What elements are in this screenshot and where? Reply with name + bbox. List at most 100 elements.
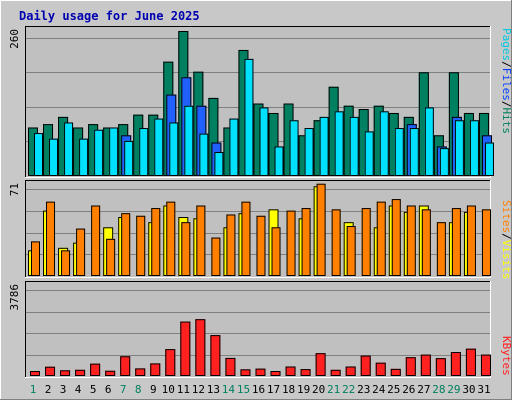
day-label: 13 xyxy=(207,383,220,396)
bar-sites-30 xyxy=(466,205,476,277)
bar-sites-14 xyxy=(226,214,236,276)
bar-kbytes-2 xyxy=(45,366,56,377)
bar-pages-1 xyxy=(34,133,43,176)
bar-pages-29 xyxy=(454,120,464,176)
bar-sites-25 xyxy=(391,199,401,276)
bar-sites-21 xyxy=(331,209,341,276)
bar-kbytes-31 xyxy=(480,354,491,376)
legend-entry: Sites xyxy=(500,200,512,233)
legend-entry: / xyxy=(500,233,512,240)
day-label: 17 xyxy=(267,383,280,396)
bar-sites-19 xyxy=(301,208,311,276)
bar-pages-18 xyxy=(289,120,299,176)
day-label: 8 xyxy=(135,383,142,396)
day-label: 4 xyxy=(75,383,82,396)
y-max-label: 71 xyxy=(8,183,21,196)
panel-kbytes: 3786 KBytes xyxy=(8,281,512,378)
bar-sites-29 xyxy=(451,208,461,276)
day-label: 12 xyxy=(192,383,205,396)
bar-pages-19 xyxy=(304,128,314,177)
day-label: 11 xyxy=(177,383,190,396)
bar-pages-2 xyxy=(49,138,59,176)
bar-kbytes-17 xyxy=(270,371,281,377)
day-label: 20 xyxy=(312,383,325,396)
panel-hits-files-pages: 260 Pages/Files/Hits xyxy=(8,26,512,178)
bar-sites-13 xyxy=(211,237,221,277)
bar-kbytes-20 xyxy=(315,353,326,376)
bar-kbytes-23 xyxy=(360,355,371,377)
bar-pages-22 xyxy=(349,116,359,176)
bar-sites-28 xyxy=(436,222,446,277)
day-label: 21 xyxy=(327,383,340,396)
legend-entry: Pages xyxy=(500,28,512,61)
bar-pages-20 xyxy=(319,116,329,176)
bar-sites-26 xyxy=(406,205,416,277)
day-label: 9 xyxy=(150,383,157,396)
legend-entry: KBytes xyxy=(500,336,512,376)
bar-pages-13 xyxy=(214,152,224,176)
bar-kbytes-18 xyxy=(285,366,296,376)
bar-pages-25 xyxy=(394,128,404,177)
bar-pages-14 xyxy=(229,118,239,176)
bar-sites-18 xyxy=(286,210,296,276)
bar-pages-10 xyxy=(169,122,179,176)
y-max-label: 260 xyxy=(8,29,21,49)
bar-pages-3 xyxy=(64,122,74,176)
day-label: 14 xyxy=(222,383,236,396)
day-label: 16 xyxy=(252,383,265,396)
bars xyxy=(30,319,491,377)
legend-entry: Hits xyxy=(500,108,512,135)
chart-title: Daily usage for June 2025 xyxy=(19,9,200,23)
bar-sites-11 xyxy=(181,222,191,277)
bar-sites-3 xyxy=(61,250,71,276)
day-label: 28 xyxy=(432,383,445,396)
legend-entry: Visits xyxy=(500,240,512,280)
bar-kbytes-1 xyxy=(30,371,40,377)
bar-kbytes-26 xyxy=(405,357,416,376)
bar-sites-27 xyxy=(421,209,431,276)
bar-sites-7 xyxy=(121,213,131,277)
bars xyxy=(28,31,494,177)
bar-pages-17 xyxy=(274,146,284,176)
bar-kbytes-22 xyxy=(345,366,356,376)
bar-sites-1 xyxy=(31,241,40,276)
bar-sites-4 xyxy=(76,228,86,277)
bar-sites-31 xyxy=(481,209,491,276)
bar-kbytes-24 xyxy=(375,362,386,377)
bar-pages-28 xyxy=(439,148,449,177)
day-label: 24 xyxy=(372,383,386,396)
bar-sites-23 xyxy=(361,208,371,276)
bar-sites-2 xyxy=(46,201,56,276)
day-label: 18 xyxy=(282,383,295,396)
bar-pages-16 xyxy=(259,107,269,176)
day-label: 23 xyxy=(357,383,370,396)
bar-pages-11 xyxy=(184,105,194,176)
panel-legend: Pages/Files/Hits xyxy=(500,28,512,134)
bar-pages-5 xyxy=(94,129,104,176)
bar-sites-6 xyxy=(106,238,116,276)
day-label: 27 xyxy=(417,383,430,396)
bar-kbytes-28 xyxy=(435,358,446,376)
bar-hits-17 xyxy=(268,112,279,176)
day-label: 22 xyxy=(342,383,355,396)
day-label: 30 xyxy=(462,383,475,396)
y-max-label: 3786 xyxy=(8,284,21,311)
bar-sites-17 xyxy=(271,227,281,276)
bar-kbytes-25 xyxy=(390,368,401,377)
bar-sites-20 xyxy=(316,183,326,276)
bar-pages-8 xyxy=(139,128,149,177)
bar-pages-15 xyxy=(244,58,254,177)
legend-entry: Files xyxy=(500,68,512,101)
bar-sites-12 xyxy=(196,205,206,277)
bar-kbytes-15 xyxy=(240,369,251,377)
bar-pages-31 xyxy=(484,142,494,177)
day-label: 25 xyxy=(387,383,400,396)
day-label: 15 xyxy=(237,383,250,396)
bars xyxy=(28,183,491,277)
bar-kbytes-11 xyxy=(180,321,191,376)
bar-pages-12 xyxy=(199,133,209,177)
bar-kbytes-16 xyxy=(255,368,266,376)
day-label: 2 xyxy=(45,383,52,396)
bar-kbytes-19 xyxy=(300,369,311,376)
